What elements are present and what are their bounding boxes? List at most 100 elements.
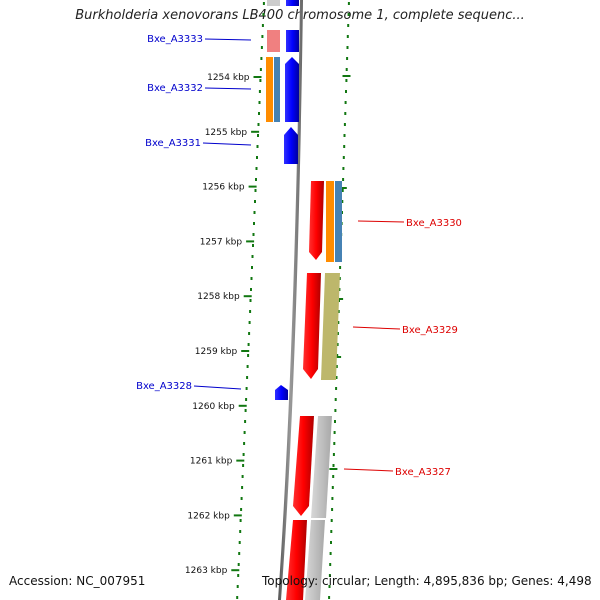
- ruler-major-tick: [241, 350, 250, 352]
- gene-label-bxe-a3329[interactable]: Bxe_A3329: [402, 325, 458, 336]
- ruler-dot: [261, 35, 264, 38]
- gene-bxe-a3329-khaki[interactable]: [321, 273, 340, 380]
- ruler-dot: [239, 530, 242, 533]
- outer-dot: [335, 387, 338, 390]
- ruler-major-tick: [233, 514, 242, 517]
- ruler-dot: [243, 442, 246, 445]
- gene-bxe-a3327-grey[interactable]: [311, 416, 332, 518]
- ruler-major-tick: [238, 404, 247, 407]
- gene-label-bxe-a3333[interactable]: Bxe_A3333: [147, 34, 203, 45]
- outer-dot: [347, 13, 350, 16]
- outer-dot: [342, 178, 345, 181]
- gene-bxe-a3333-pink[interactable]: [267, 30, 280, 52]
- outer-dot: [346, 46, 349, 49]
- gene-bxe-a3331-blue[interactable]: [284, 127, 298, 164]
- gene-leader-line: [357, 220, 405, 223]
- ruler-tick-label: 1259 kbp: [195, 347, 238, 357]
- gene-bxe-a3332-orange[interactable]: [266, 57, 273, 122]
- gene-label-bxe-a3327[interactable]: Bxe_A3327: [395, 467, 451, 478]
- ruler-dot: [262, 13, 265, 16]
- ruler-dot: [248, 332, 251, 335]
- gene-label-bxe-a3332[interactable]: Bxe_A3332: [147, 83, 203, 94]
- outer-dot: [333, 431, 336, 434]
- outer-dot: [329, 563, 332, 566]
- ruler-dot: [255, 167, 258, 170]
- ruler-dot: [253, 211, 256, 214]
- outer-dot: [341, 200, 344, 203]
- outer-dot: [343, 123, 346, 126]
- ruler-dot: [260, 57, 263, 60]
- ruler-dot: [251, 266, 253, 269]
- ruler-dot: [238, 541, 241, 544]
- outer-dot: [336, 343, 339, 346]
- gene-label-bxe-a3331[interactable]: Bxe_A3331: [145, 138, 201, 149]
- chromosome-backbone: [278, 0, 303, 600]
- ruler-dot: [249, 299, 252, 302]
- ruler-dot: [243, 431, 246, 434]
- gene-label-bxe-a3330[interactable]: Bxe_A3330: [406, 218, 462, 229]
- gene-bxe-a3327-red[interactable]: [293, 416, 314, 516]
- gene-leader-line: [204, 87, 252, 90]
- ruler-dot: [245, 387, 248, 390]
- outer-dot: [336, 332, 339, 335]
- ruler-dot: [259, 68, 262, 71]
- gene-bxe-a3329-red[interactable]: [303, 273, 321, 379]
- ruler-tick-label: 1254 kbp: [207, 73, 250, 83]
- ruler-dot: [244, 409, 247, 412]
- ruler-dot: [262, 2, 265, 5]
- ruler-tick-label: 1257 kbp: [200, 237, 243, 247]
- ruler-dot: [242, 453, 245, 456]
- ruler-dot: [236, 585, 239, 588]
- outer-dot: [332, 464, 335, 467]
- outer-dot: [329, 552, 332, 555]
- outer-dot: [336, 354, 339, 357]
- outer-dot: [342, 167, 345, 170]
- outer-major-tick: [329, 468, 338, 470]
- ruler-dot: [260, 46, 263, 49]
- gene-leader-line: [343, 468, 394, 472]
- outer-dot: [338, 277, 341, 280]
- ruler-dot: [246, 365, 249, 368]
- ruler-dot: [237, 563, 240, 566]
- gene-bxe-a3328-blue[interactable]: [275, 385, 288, 400]
- outer-dot: [328, 596, 331, 599]
- gene-leader-line: [202, 142, 252, 146]
- outer-dot: [332, 453, 335, 456]
- gene-next-grey: [305, 520, 325, 600]
- gene-label-bxe-a3328[interactable]: Bxe_A3328: [136, 381, 192, 392]
- gene-bxe-a3330-steel[interactable]: [335, 181, 342, 262]
- outer-dot: [334, 409, 337, 412]
- outer-dot: [328, 585, 331, 588]
- ruler-major-tick: [246, 240, 255, 243]
- ruler-dot: [253, 222, 255, 225]
- outer-dot: [346, 35, 349, 38]
- ruler-dot: [241, 475, 244, 478]
- gene-bxe-a3332-steel[interactable]: [274, 57, 280, 122]
- ruler-tick-labels: 1254 kbp 1255 kbp 1256 kbp 1257 kbp 1258 kbp…: [185, 73, 250, 576]
- gene-bxe-a3333-blue[interactable]: [286, 30, 299, 52]
- ruler-dot: [238, 552, 241, 555]
- ruler-tick-label: 1255 kbp: [205, 128, 248, 138]
- outer-dot: [344, 101, 347, 104]
- outer-dot: [330, 519, 333, 522]
- outer-dot: [334, 420, 336, 423]
- ruler-dot: [239, 519, 242, 522]
- gene-bxe-a3332-blue[interactable]: [285, 57, 299, 122]
- ruler-dot: [247, 343, 250, 346]
- ruler-dot: [240, 508, 243, 511]
- ruler-dot: [258, 112, 260, 115]
- ruler-dot: [252, 244, 254, 247]
- outer-dot: [335, 376, 338, 379]
- ruler-dot: [257, 134, 259, 137]
- outer-dot: [344, 112, 347, 115]
- topology-text: Topology: circular; Length: 4,895,836 bp…: [262, 574, 592, 588]
- ruler-dot: [258, 101, 261, 104]
- gene-bxe-a3330-orange[interactable]: [326, 181, 334, 262]
- ruler-dot: [236, 596, 239, 599]
- ruler-dotted-line: [236, 2, 265, 599]
- outer-dot: [334, 398, 337, 401]
- ruler-major-tick: [251, 130, 260, 133]
- gene-bxe-a3330-red[interactable]: [309, 181, 324, 260]
- ruler-dot: [255, 178, 257, 181]
